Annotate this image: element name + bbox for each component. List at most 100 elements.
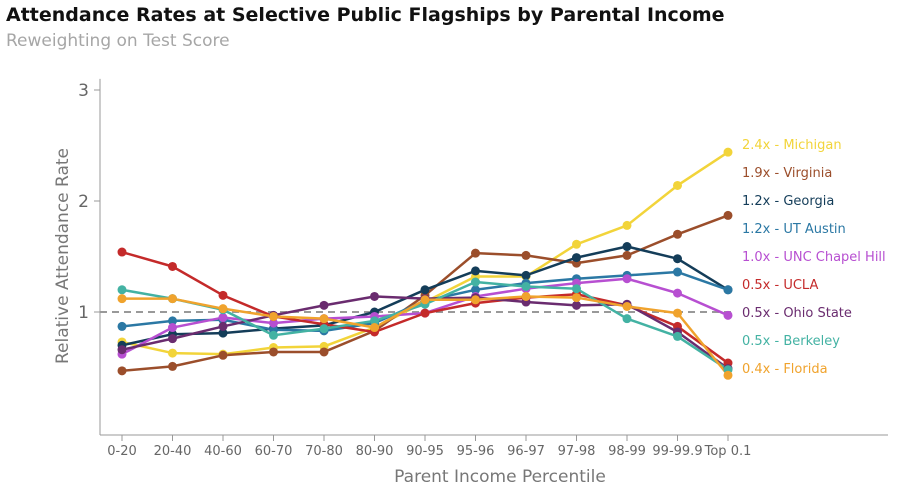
legend-label-florida: 0.4x - Florida — [742, 362, 828, 377]
data-point-florida — [572, 293, 581, 303]
x-tick-label: 70-80 — [305, 444, 343, 459]
legend-label-berkeley: 0.5x - Berkeley — [742, 334, 840, 349]
legend-label-georgia: 1.2x - Georgia — [742, 194, 834, 209]
legend-label-virginia: 1.9x - Virginia — [742, 166, 832, 181]
x-tick-label: 60-70 — [255, 444, 293, 459]
data-point-virginia — [673, 229, 682, 239]
data-point-unc-chapel-hill — [723, 310, 733, 320]
data-point-georgia — [673, 254, 682, 264]
data-point-georgia — [521, 270, 531, 280]
data-point-ohio-state — [319, 300, 329, 310]
x-tick-label: Top 0.1 — [704, 444, 752, 459]
data-point-berkeley — [673, 331, 682, 341]
x-tick-label: 99-99.9 — [652, 444, 702, 459]
series-lines — [121, 151, 729, 377]
series-line-michigan — [121, 151, 729, 356]
data-point-berkeley — [572, 284, 581, 294]
data-point-ut-austin — [723, 285, 733, 295]
legend-label-ucla: 0.5x - UCLA — [742, 278, 818, 293]
y-axis-title: Relative Attendance Rate — [53, 148, 73, 364]
chart-subtitle: Reweighting on Test Score — [6, 31, 230, 51]
data-point-virginia — [117, 366, 127, 376]
x-tick-label: 80-90 — [356, 444, 394, 459]
legend-label-ut-austin: 1.2x - UT Austin — [742, 222, 846, 237]
data-point-florida — [218, 304, 228, 314]
data-point-michigan — [673, 180, 682, 190]
data-point-georgia — [622, 242, 632, 252]
legend: 2.4x - Michigan 1.9x - Virginia 1.2x - Geo… — [742, 138, 886, 377]
data-point-florida — [420, 295, 430, 305]
data-point-berkeley — [117, 285, 127, 295]
data-point-virginia — [723, 210, 733, 220]
y-tick-label: 2 — [78, 192, 89, 212]
data-point-berkeley — [269, 330, 278, 340]
data-point-ohio-state — [572, 300, 581, 310]
data-point-virginia — [471, 248, 480, 258]
data-point-berkeley — [622, 314, 632, 324]
data-point-florida — [471, 295, 480, 305]
legend-label-ohio-state: 0.5x - Ohio State — [742, 306, 852, 321]
tick-labels: 1 2 3 0-20 20-40 40-60 60-70 70-80 80-90 90-95 95-… — [78, 81, 751, 459]
data-point-michigan — [168, 348, 177, 358]
data-point-berkeley — [471, 277, 480, 287]
data-point-florida — [168, 294, 177, 304]
data-point-ohio-state — [370, 291, 379, 301]
data-point-virginia — [319, 347, 329, 357]
data-point-michigan — [622, 220, 632, 230]
data-point-berkeley — [521, 281, 531, 291]
data-point-florida — [673, 308, 682, 318]
data-point-ucla — [218, 290, 228, 300]
legend-label-unc-chapel-hill: 1.0x - UNC Chapel Hill — [742, 250, 886, 265]
data-point-florida — [269, 311, 278, 321]
chart-title: Attendance Rates at Selective Public Fla… — [6, 4, 725, 26]
data-point-ohio-state — [168, 334, 177, 344]
data-point-unc-chapel-hill — [622, 274, 632, 284]
series-points — [117, 147, 733, 380]
x-tick-label: 98-99 — [608, 444, 646, 459]
data-point-georgia — [572, 253, 581, 263]
data-point-michigan — [723, 147, 733, 157]
data-point-virginia — [168, 361, 177, 371]
data-point-georgia — [420, 285, 430, 295]
data-point-virginia — [218, 350, 228, 360]
x-tick-label: 20-40 — [154, 444, 192, 459]
data-point-berkeley — [370, 316, 379, 326]
data-point-ut-austin — [117, 321, 127, 331]
data-point-ucla — [168, 261, 177, 271]
data-point-virginia — [521, 250, 531, 260]
data-point-unc-chapel-hill — [218, 313, 228, 323]
data-point-virginia — [622, 250, 632, 260]
data-point-florida — [370, 323, 379, 333]
x-tick-label: 95-96 — [457, 444, 495, 459]
data-point-ut-austin — [673, 267, 682, 277]
data-point-ohio-state — [117, 345, 127, 355]
data-point-florida — [723, 370, 733, 380]
legend-label-michigan: 2.4x - Michigan — [742, 138, 842, 153]
data-point-georgia — [471, 266, 480, 276]
data-point-florida — [521, 291, 531, 301]
data-point-unc-chapel-hill — [269, 318, 278, 328]
chart-axes — [94, 78, 888, 441]
x-tick-label: 97-98 — [558, 444, 596, 459]
y-tick-label: 1 — [78, 303, 89, 323]
data-point-ut-austin — [168, 316, 177, 326]
data-point-georgia — [218, 328, 228, 338]
x-tick-label: 90-95 — [406, 444, 444, 459]
data-point-ohio-state — [218, 321, 228, 331]
data-point-ucla — [117, 247, 127, 257]
data-point-ucla — [420, 308, 430, 318]
x-tick-label: 40-60 — [204, 444, 242, 459]
x-tick-label: 0-20 — [107, 444, 137, 459]
data-point-unc-chapel-hill — [673, 288, 682, 298]
data-point-florida — [117, 294, 127, 304]
data-point-florida — [622, 301, 632, 311]
data-point-virginia — [269, 347, 278, 357]
data-point-florida — [319, 314, 329, 324]
data-point-unc-chapel-hill — [168, 323, 177, 333]
data-point-berkeley — [319, 324, 329, 334]
data-point-michigan — [572, 239, 581, 249]
x-axis-title: Parent Income Percentile — [394, 467, 606, 487]
data-point-ut-austin — [471, 285, 480, 295]
x-tick-label: 96-97 — [507, 444, 545, 459]
